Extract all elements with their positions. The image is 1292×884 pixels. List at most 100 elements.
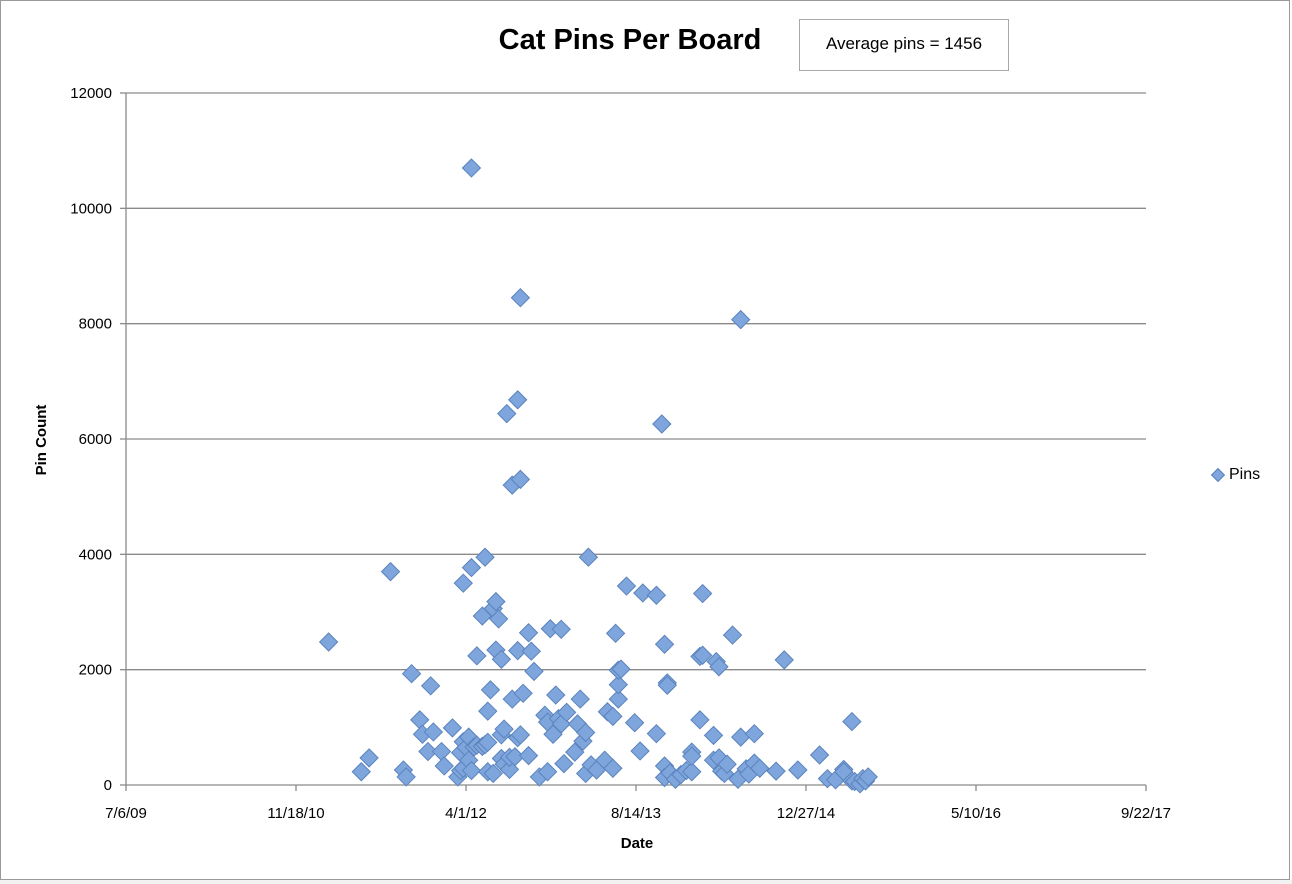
data-point bbox=[709, 657, 729, 677]
legend: Pins bbox=[1210, 466, 1261, 484]
data-point bbox=[431, 741, 452, 762]
data-point bbox=[499, 759, 520, 780]
data-point bbox=[633, 583, 653, 603]
gridlines bbox=[126, 92, 1146, 671]
data-point bbox=[461, 557, 482, 578]
data-point bbox=[858, 767, 878, 787]
data-point bbox=[692, 583, 713, 604]
data-point bbox=[420, 676, 441, 696]
data-point bbox=[630, 741, 650, 761]
data-point bbox=[809, 745, 830, 765]
legend-marker-icon bbox=[1210, 467, 1226, 483]
data-point bbox=[396, 767, 416, 787]
data-point bbox=[507, 390, 528, 410]
data-point bbox=[611, 659, 631, 679]
x-tick-label: 9/22/17 bbox=[1121, 805, 1171, 822]
data-point bbox=[546, 685, 566, 705]
data-point bbox=[603, 758, 623, 778]
data-point bbox=[692, 645, 713, 665]
y-tick-label: 0 bbox=[104, 777, 112, 794]
data-point bbox=[478, 732, 498, 753]
chart-title: Cat Pins Per Board bbox=[498, 24, 762, 56]
x-tick-label: 4/1/12 bbox=[445, 805, 487, 822]
data-point bbox=[717, 754, 737, 774]
data-point bbox=[646, 723, 667, 744]
legend-label-pins: Pins bbox=[1229, 466, 1261, 483]
data-point bbox=[570, 689, 590, 709]
x-tick-label: 11/18/10 bbox=[267, 805, 324, 822]
data-point bbox=[380, 561, 401, 582]
tick-labels: 0 2000 4000 6000 8000 10000 12000 7/6/09 11/18/1… bbox=[70, 85, 1171, 822]
data-point bbox=[453, 573, 473, 593]
data-point bbox=[497, 403, 517, 424]
data-point bbox=[401, 663, 422, 684]
data-point bbox=[766, 761, 786, 781]
data-point bbox=[842, 711, 862, 732]
x-tick-label: 7/6/09 bbox=[105, 805, 147, 822]
data-point bbox=[410, 710, 430, 730]
y-tick-label: 12000 bbox=[70, 85, 112, 102]
data-point bbox=[556, 702, 577, 723]
data-point bbox=[654, 634, 675, 655]
data-point bbox=[359, 748, 379, 768]
data-point bbox=[507, 640, 528, 661]
data-point bbox=[521, 641, 541, 661]
data-point bbox=[434, 756, 454, 776]
data-point bbox=[491, 649, 512, 669]
data-point bbox=[646, 585, 667, 605]
y-tick-label: 6000 bbox=[79, 431, 112, 448]
data-point bbox=[774, 650, 794, 670]
data-point bbox=[554, 753, 574, 774]
data-point bbox=[731, 309, 751, 330]
data-point bbox=[578, 547, 599, 567]
data-point bbox=[616, 576, 637, 596]
data-point bbox=[682, 746, 702, 766]
y-tick-label: 2000 bbox=[79, 662, 112, 679]
data-point bbox=[603, 706, 623, 727]
x-tick-label: 8/14/13 bbox=[611, 805, 661, 822]
data-point bbox=[467, 646, 487, 666]
data-point bbox=[605, 623, 626, 644]
data-point bbox=[690, 710, 710, 730]
data-point bbox=[575, 722, 596, 743]
data-point bbox=[518, 623, 539, 643]
data-point bbox=[788, 760, 808, 780]
data-point bbox=[461, 760, 482, 781]
x-tick-label: 5/10/16 bbox=[951, 805, 1001, 822]
data-point bbox=[510, 725, 531, 745]
data-point bbox=[722, 625, 743, 645]
data-point bbox=[537, 762, 558, 782]
data-point bbox=[351, 762, 371, 782]
data-point bbox=[608, 689, 629, 709]
average-annotation-box: Average pins = 1456 bbox=[799, 19, 1009, 71]
data-point bbox=[524, 661, 544, 682]
data-point bbox=[488, 609, 509, 629]
data-point bbox=[418, 741, 438, 762]
data-point bbox=[478, 701, 498, 721]
x-tick-label: 12/27/14 bbox=[777, 805, 835, 822]
data-point bbox=[513, 683, 533, 704]
data-point bbox=[483, 763, 503, 784]
data-point bbox=[318, 632, 339, 652]
y-tick-label: 4000 bbox=[79, 546, 112, 563]
data-point bbox=[744, 723, 765, 744]
axes bbox=[120, 92, 1147, 791]
data-point bbox=[423, 722, 444, 742]
data-point bbox=[442, 718, 463, 738]
data-point bbox=[480, 680, 501, 700]
data-point bbox=[510, 469, 531, 490]
data-point bbox=[551, 619, 571, 640]
data-point bbox=[608, 674, 629, 695]
data-point bbox=[565, 742, 585, 762]
bottom-edge bbox=[0, 880, 1292, 884]
y-tick-label: 10000 bbox=[70, 200, 112, 217]
data-point bbox=[510, 288, 531, 308]
x-axis-title: Date bbox=[621, 835, 654, 852]
data-point bbox=[518, 745, 539, 766]
y-axis-title: Pin Count bbox=[33, 405, 50, 476]
data-point bbox=[682, 762, 702, 782]
data-point bbox=[657, 675, 677, 695]
data-point bbox=[486, 591, 506, 612]
